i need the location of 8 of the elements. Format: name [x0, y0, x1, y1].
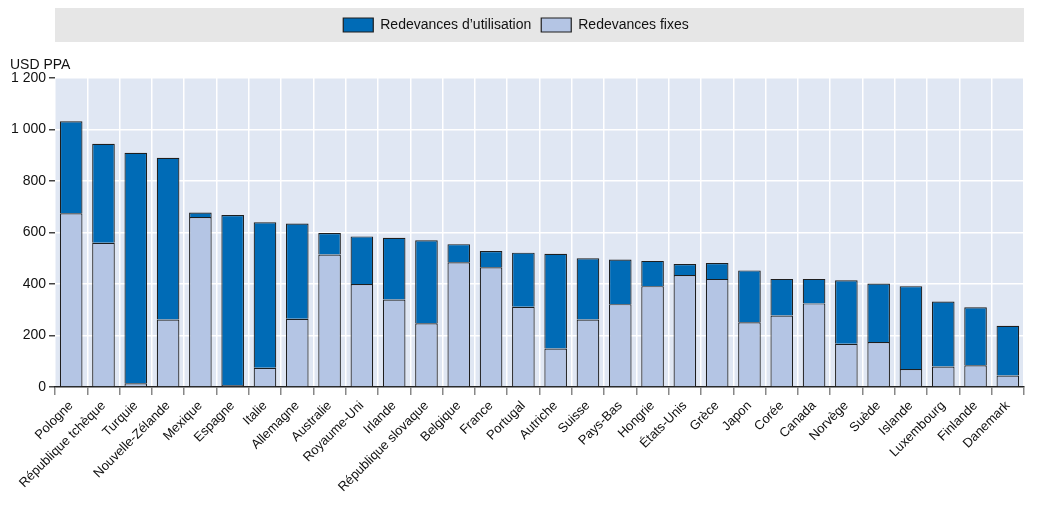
y-tick-label: 200 [22, 326, 47, 343]
y-tick-label: 0 [38, 377, 47, 394]
y-tick-label: 600 [22, 223, 47, 240]
legend-label: Redevances d’utilisation [380, 15, 532, 32]
y-tick-label: 1 000 [10, 120, 47, 137]
y-tick-label: 800 [22, 171, 47, 188]
y-tick-label: 400 [22, 274, 47, 291]
legend-label: Redevances fixes [578, 15, 689, 32]
